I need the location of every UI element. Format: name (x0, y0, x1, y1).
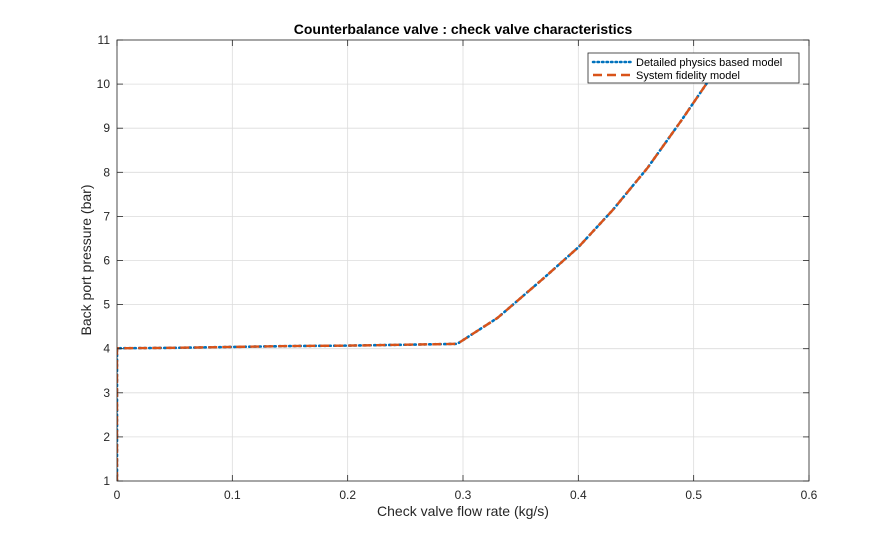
chart-title: Counterbalance valve : check valve chara… (294, 21, 633, 37)
y-tick-label: 4 (103, 342, 110, 356)
legend: Detailed physics based model System fide… (587, 52, 800, 84)
x-tick-label: 0.4 (570, 488, 587, 502)
x-tick-label: 0.6 (801, 488, 818, 502)
legend-box (587, 52, 800, 84)
y-tick-label: 1 (103, 474, 110, 488)
x-tick-labels: 0 0.1 0.2 0.3 0.4 0.5 0.6 (114, 488, 818, 502)
y-tick-label: 8 (103, 165, 110, 179)
y-tick-label: 7 (103, 209, 110, 223)
y-tick-label: 6 (103, 254, 110, 268)
x-tick-label: 0.2 (339, 488, 356, 502)
series-group (117, 67, 719, 481)
y-tick-label: 5 (103, 298, 110, 312)
y-tick-label: 2 (103, 430, 110, 444)
y-tick-label: 3 (103, 386, 110, 400)
x-tick-label: 0.5 (685, 488, 702, 502)
ticks (116, 39, 810, 482)
x-tick-label: 0.1 (224, 488, 241, 502)
y-tick-labels: 1 2 3 4 5 6 7 8 9 10 11 (97, 33, 111, 488)
legend-label-system: System fidelity model (636, 70, 740, 82)
y-tick-label: 11 (98, 33, 111, 47)
x-tick-label: 0.3 (455, 488, 472, 502)
x-tick-label: 0 (114, 488, 121, 502)
y-axis-label: Back port pressure (bar) (78, 185, 94, 336)
y-tick-label: 9 (103, 121, 110, 135)
x-axis-label: Check valve flow rate (kg/s) (377, 503, 549, 519)
y-tick-label: 10 (97, 77, 111, 91)
legend-label-detailed: Detailed physics based model (636, 57, 782, 69)
series-line-system-fidelity (117, 67, 718, 481)
